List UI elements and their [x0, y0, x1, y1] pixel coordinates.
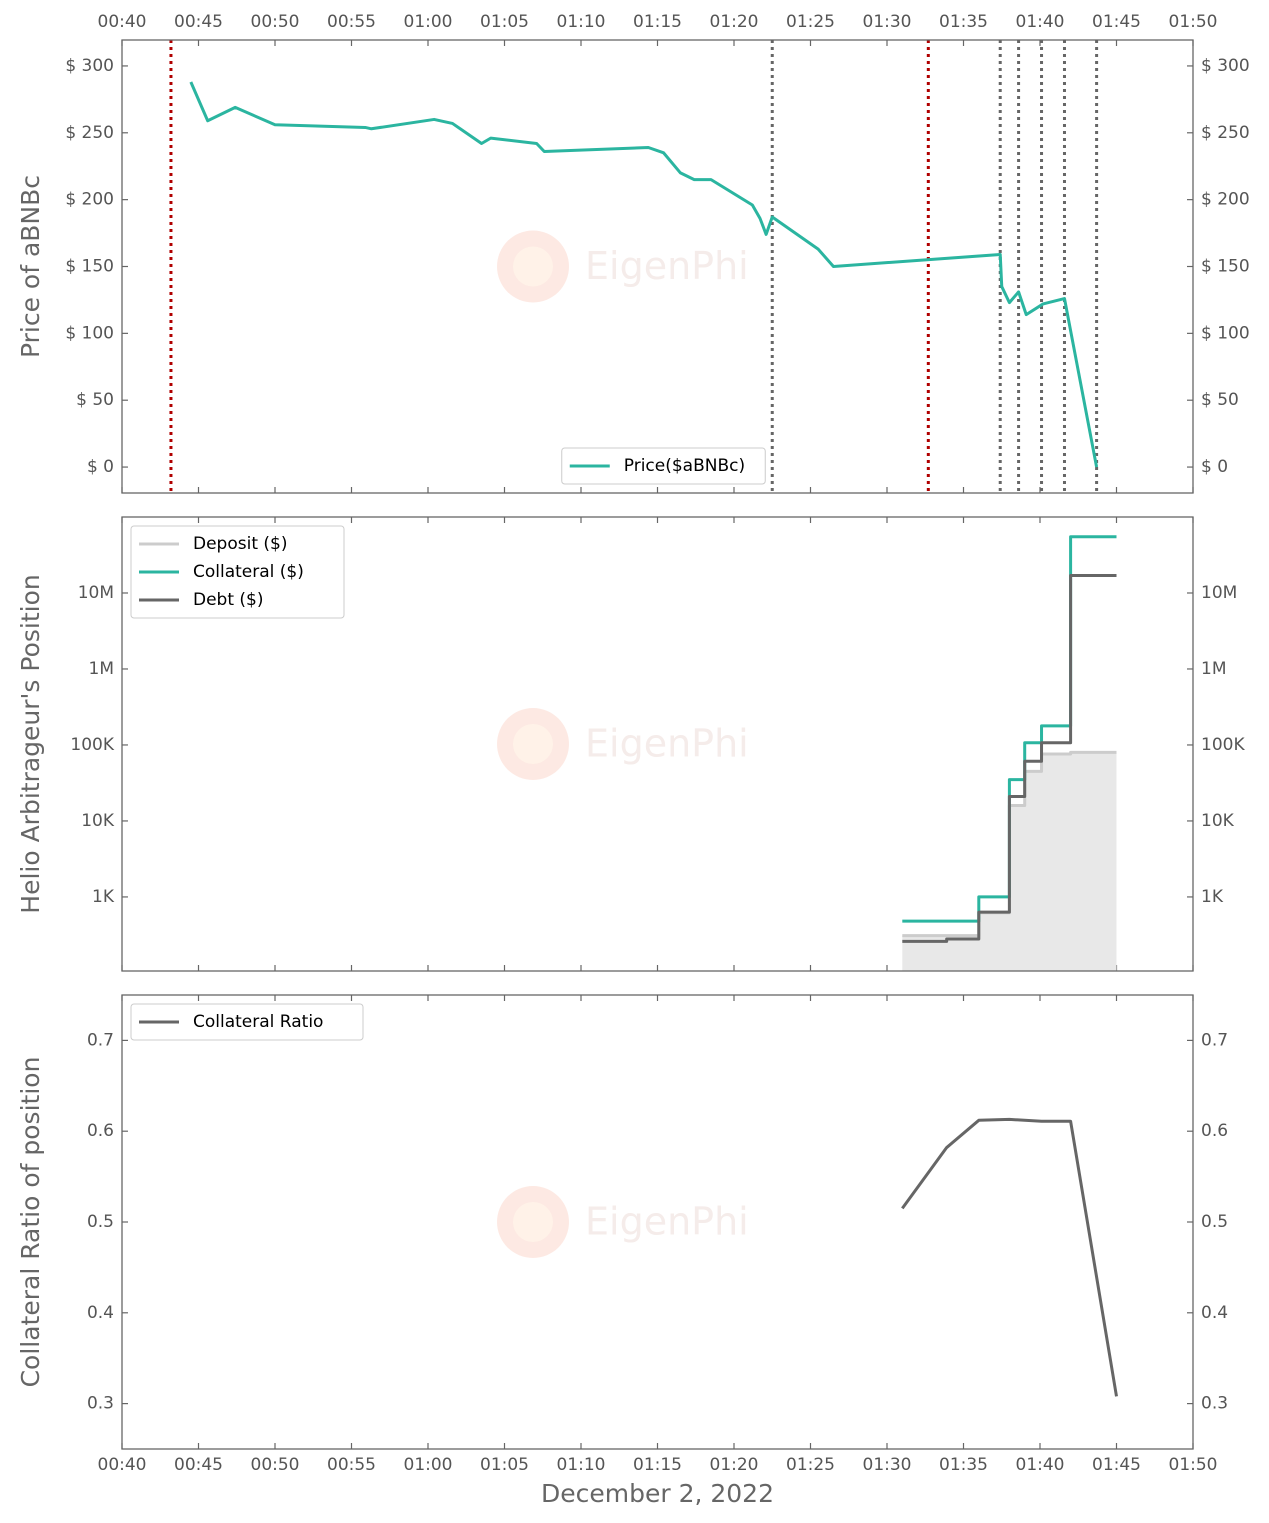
watermark-logo [513, 246, 553, 287]
y-tick-label: $ 300 [65, 56, 114, 76]
series-line [189, 81, 1099, 468]
y-axis-label: Helio Arbitrageur's Position [16, 574, 45, 913]
y-tick-label: $ 150 [65, 257, 114, 277]
x-tick-label: 01:15 [633, 1455, 682, 1475]
y-tick-label-right: 1M [1201, 659, 1226, 679]
x-tick-label: 00:45 [174, 1455, 223, 1475]
x-tick-label: 00:55 [327, 1455, 376, 1475]
x-tick-label: 00:50 [251, 12, 300, 32]
y-tick-label-right: 0.6 [1201, 1121, 1228, 1141]
watermark: EigenPhi [585, 1200, 749, 1244]
plot-frame [121, 39, 1194, 494]
x-tick-label: 00:50 [251, 1455, 300, 1475]
x-tick-label: 01:45 [1092, 12, 1141, 32]
y-tick-label-right: 0.7 [1201, 1030, 1228, 1050]
x-tick-label: 01:20 [710, 1455, 759, 1475]
x-tick-label: 01:35 [939, 1455, 988, 1475]
watermark: EigenPhi [585, 244, 749, 288]
y-tick-label-right: 10M [1201, 583, 1237, 603]
x-tick-label: 00:40 [98, 12, 147, 32]
x-tick-label: 01:10 [557, 1455, 606, 1475]
x-tick-label: 01:25 [786, 12, 835, 32]
y-tick-label-right: 0.3 [1201, 1394, 1228, 1414]
x-tick-label: 00:55 [327, 12, 376, 32]
y-tick-label: 10M [78, 583, 114, 603]
y-tick-label-right: $ 100 [1201, 323, 1250, 343]
y-tick-label: 0.4 [87, 1303, 114, 1323]
x-tick-label: 01:40 [1016, 12, 1065, 32]
y-tick-label: 1M [89, 659, 114, 679]
x-tick-label: 00:45 [174, 12, 223, 32]
y-tick-label-right: 1K [1201, 887, 1224, 907]
x-tick-label: 01:20 [710, 12, 759, 32]
x-tick-label: 01:05 [480, 12, 529, 32]
y-axis-label: Price of aBNBc [16, 175, 45, 358]
y-tick-label: $ 200 [65, 190, 114, 210]
x-tick-label: 01:50 [1169, 1455, 1218, 1475]
x-tick-label: 01:10 [557, 12, 606, 32]
x-tick-label: 01:25 [786, 1455, 835, 1475]
y-tick-label-right: $ 0 [1201, 457, 1228, 477]
x-tick-label: 01:05 [480, 1455, 529, 1475]
watermark-logo [513, 724, 553, 764]
y-tick-label: $ 250 [65, 123, 114, 143]
legend-label: Debt ($) [193, 590, 264, 610]
legend-label: Price($aBNBc) [624, 456, 745, 476]
x-tick-label: 01:45 [1092, 1455, 1141, 1475]
x-tick-label: 01:50 [1169, 12, 1218, 32]
y-tick-label-right: 0.4 [1201, 1303, 1228, 1323]
x-tick-label: 01:40 [1016, 1455, 1065, 1475]
x-tick-label: 01:15 [633, 12, 682, 32]
y-tick-label: 1K [92, 887, 115, 907]
x-tick-label: 01:30 [863, 12, 912, 32]
y-tick-label: 100K [70, 735, 114, 755]
y-tick-label-right: $ 300 [1201, 56, 1250, 76]
watermark: EigenPhi [585, 722, 749, 766]
series-line [902, 573, 1117, 943]
legend-label: Deposit ($) [193, 534, 287, 554]
legend-box [130, 1003, 364, 1041]
legend-box [130, 525, 345, 619]
y-tick-label: 0.6 [87, 1121, 114, 1141]
plot-frame [121, 994, 1194, 1450]
y-tick-label-right: $ 250 [1201, 123, 1250, 143]
y-tick-label: $ 0 [87, 457, 114, 477]
y-tick-label: 0.5 [87, 1212, 114, 1232]
x-axis-label: December 2, 2022 [541, 1479, 774, 1508]
x-tick-label: 01:35 [939, 12, 988, 32]
legend-box [561, 447, 766, 485]
legend-label: Collateral Ratio [193, 1012, 323, 1032]
x-tick-label: 01:00 [404, 1455, 453, 1475]
legend-label: Collateral ($) [193, 562, 304, 582]
y-tick-label: 0.3 [87, 1394, 114, 1414]
y-tick-label-right: $ 200 [1201, 190, 1250, 210]
y-tick-label-right: 100K [1201, 735, 1245, 755]
y-tick-label-right: 0.5 [1201, 1212, 1228, 1232]
y-axis-label: Collateral Ratio of position [16, 1057, 45, 1388]
y-tick-label-right: 10K [1201, 811, 1235, 831]
y-tick-label: 0.7 [87, 1030, 114, 1050]
y-tick-label-right: $ 150 [1201, 257, 1250, 277]
series-line [901, 1117, 1118, 1397]
x-tick-label: 01:00 [404, 12, 453, 32]
watermark-logo [513, 1202, 553, 1242]
plot-frame [121, 516, 1194, 972]
y-tick-label: $ 100 [65, 323, 114, 343]
y-tick-label-right: $ 50 [1201, 390, 1239, 410]
x-tick-label: 01:30 [863, 1455, 912, 1475]
x-tick-label: 00:40 [98, 1455, 147, 1475]
y-tick-label: 10K [81, 811, 115, 831]
y-tick-label: $ 50 [76, 390, 114, 410]
